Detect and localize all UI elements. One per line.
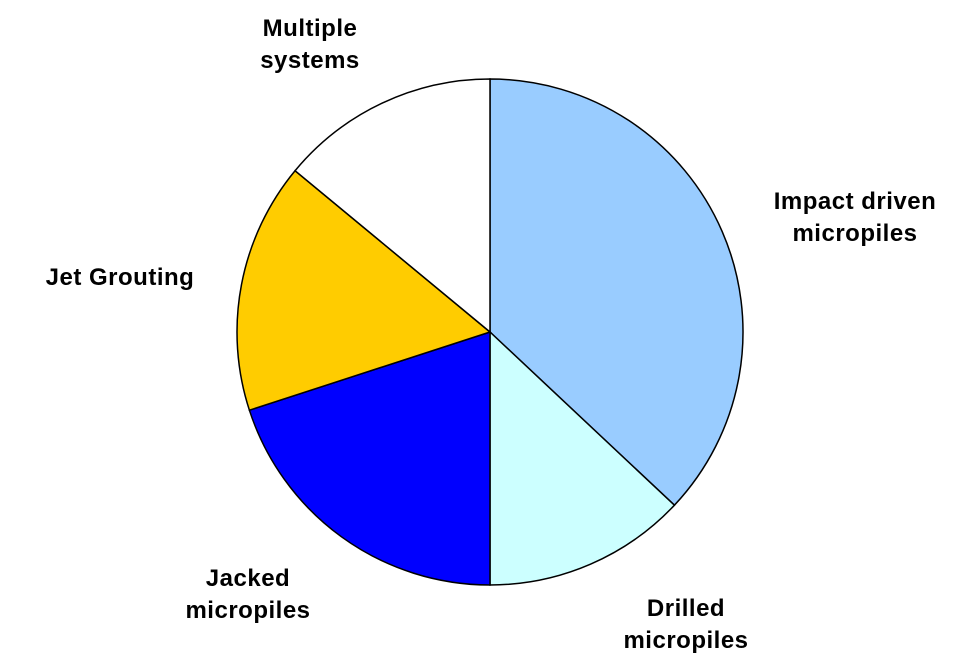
pie-slice — [294, 78, 491, 334]
slice-label: Impact driven micropiles — [773, 188, 937, 247]
slice-label: Multiple systems — [260, 15, 360, 74]
slice-label: Drilled micropiles — [623, 595, 749, 654]
pie-slice — [489, 78, 744, 507]
pie-slice — [489, 330, 676, 586]
slice-label: Jet Grouting — [45, 264, 195, 291]
pie-slice — [248, 330, 491, 586]
pie-slice — [236, 169, 492, 412]
slice-label: Jacked micropiles — [185, 565, 311, 624]
